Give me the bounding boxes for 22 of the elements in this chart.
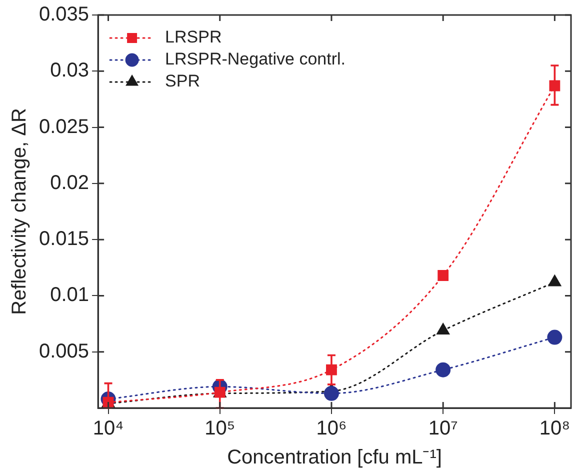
point: [547, 330, 562, 345]
y-tick-label: 0.015: [38, 228, 90, 250]
x-axis-title: Concentration [cfu mL⁻¹]: [227, 446, 442, 469]
x-tick-label: 10⁸: [539, 418, 570, 440]
y-tick-label: 0.03: [50, 60, 90, 82]
y-tick-label: 0.01: [50, 284, 90, 306]
y-axis-title: Reflectivity change, ΔR: [8, 108, 31, 315]
y-tick-label: 0.02: [50, 172, 90, 194]
x-tick-label: 10⁴: [92, 418, 124, 440]
x-tick-label: 10⁵: [204, 418, 236, 440]
point: [438, 270, 449, 281]
y-tick-label: 0.035: [38, 4, 90, 26]
x-tick-label: 10⁶: [316, 418, 347, 440]
point: [324, 386, 339, 401]
point: [436, 362, 451, 378]
y-tick-label: 0.005: [38, 340, 90, 362]
legend-label: SPR: [165, 72, 200, 91]
x-tick-label: 10⁷: [428, 418, 458, 440]
point: [436, 323, 450, 335]
legend-label: LRSPR: [165, 28, 222, 47]
y-tick-label: 0.025: [38, 116, 90, 138]
legend-label: LRSPR-Negative contrl.: [165, 50, 346, 69]
